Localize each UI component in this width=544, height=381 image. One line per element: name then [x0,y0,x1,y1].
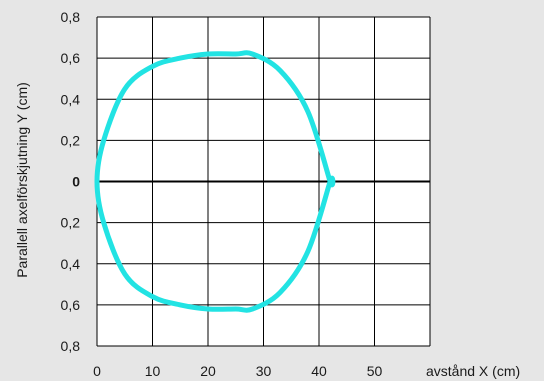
x-tick-label: 10 [145,363,161,379]
x-tick-label: 40 [311,363,327,379]
x-tick-label: 30 [256,363,272,379]
x-tick-label: 50 [367,363,383,379]
y-tick-label: 0,4 [61,91,81,107]
series-line [94,50,336,313]
y-tick-label: 0,4 [61,256,81,272]
y-tick-label: 0,6 [61,50,81,66]
x-tick-labels: 0 10 20 30 40 50 [93,363,382,379]
y-tick-label: 0,8 [61,338,81,354]
y-tick-label: 0,2 [61,132,81,148]
series-layer [94,50,336,313]
y-tick-label: 0 [72,174,80,190]
y-tick-label: 0,2 [61,215,81,231]
y-tick-label: 0,8 [61,9,81,25]
x-tick-label: 20 [200,363,216,379]
y-axis-label: Parallell axelförskjutning Y (cm) [14,82,30,278]
x-axis-label: avstånd X (cm) [426,363,520,379]
x-tick-label: 0 [93,363,101,379]
y-tick-labels: 0,8 0,6 0,4 0,2 0 0,2 0,4 0,6 0,8 [61,9,81,354]
y-tick-label: 0,6 [61,297,81,313]
